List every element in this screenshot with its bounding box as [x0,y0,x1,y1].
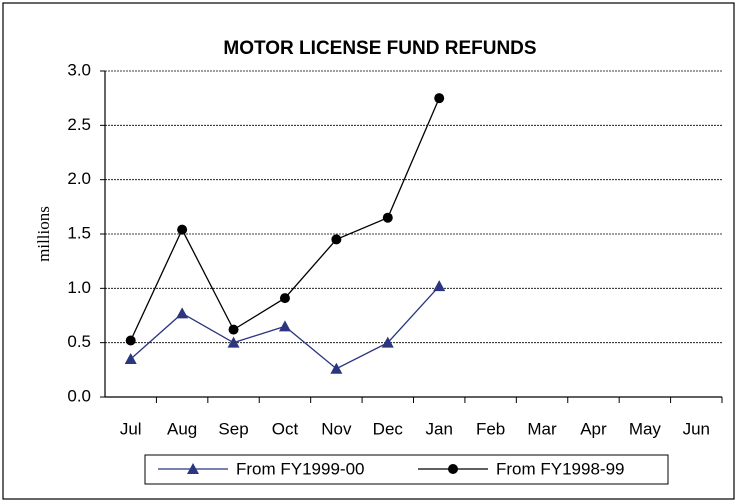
data-point [124,352,137,364]
legend-label: From FY1999-00 [236,459,365,478]
y-tick-label: 2.5 [67,115,91,134]
data-point [331,234,342,245]
x-tick-label: Jun [683,419,710,438]
y-axis-label: millions [34,206,53,262]
x-tick-label: Apr [580,419,607,438]
data-point [176,307,189,319]
y-tick-label: 1.5 [67,223,91,242]
data-point [279,293,290,304]
data-point [381,336,394,348]
y-tick-label: 3.0 [67,60,91,79]
data-point [330,362,343,374]
data-point [433,280,446,292]
x-tick-label: Sep [218,419,248,438]
legend-marker [448,464,458,474]
y-tick-label: 1.0 [67,278,91,297]
y-tick-label: 0.5 [67,332,91,351]
x-tick-label: Nov [321,419,352,438]
legend-marker [187,463,199,474]
x-tick-label: Aug [167,419,197,438]
x-tick-label: May [629,419,662,438]
data-point [177,224,188,235]
y-tick-label: 2.0 [67,169,91,188]
x-tick-label: Jul [120,419,142,438]
legend-box [144,454,669,485]
x-tick-label: Jan [425,419,452,438]
data-point [227,336,240,348]
data-point [125,335,136,346]
data-point [228,324,239,335]
x-tick-label: Oct [272,419,299,438]
x-tick-label: Feb [476,419,505,438]
data-point [434,93,445,104]
x-tick-label: Mar [527,419,557,438]
chart-title: MOTOR LICENSE FUND REFUNDS [223,38,536,59]
legend-label: From FY1998-99 [496,459,625,478]
x-tick-label: Dec [373,419,404,438]
data-point [382,212,393,223]
y-tick-label: 0.0 [67,386,91,405]
data-point [278,320,291,332]
